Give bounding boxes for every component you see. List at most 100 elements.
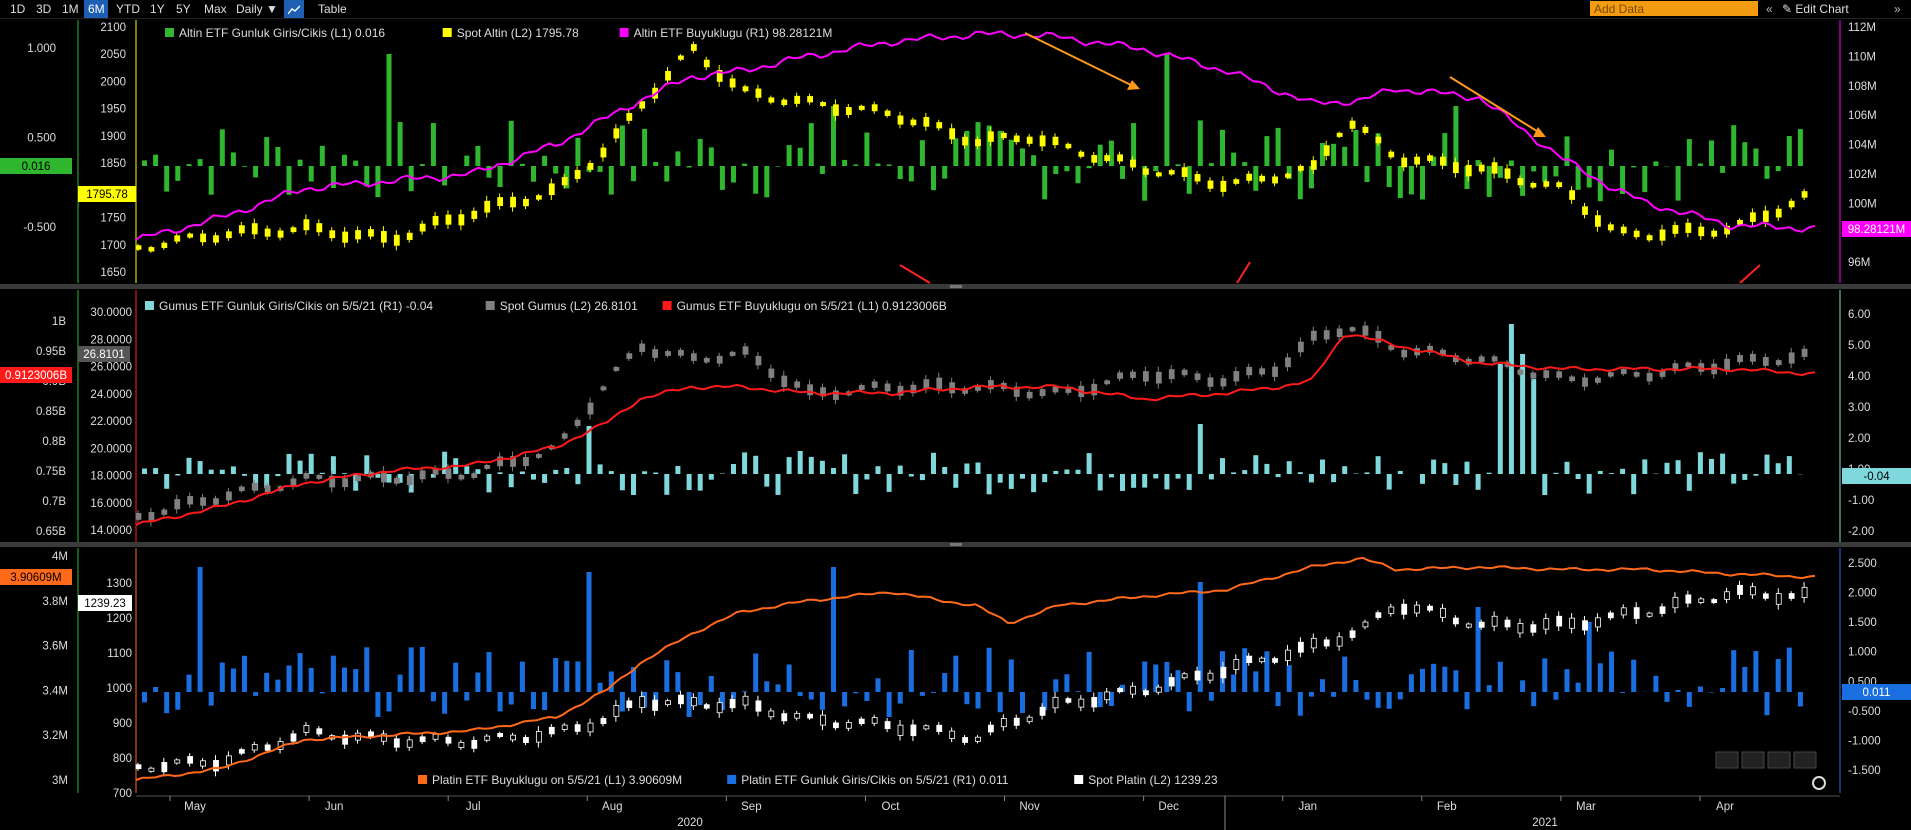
silver-flow-bar [297, 460, 303, 474]
gold-price-candle [962, 136, 968, 146]
resize-handle-icon [950, 543, 962, 546]
silver-flow-bar [675, 466, 681, 474]
gold-flow-bar [186, 164, 192, 166]
collapse-icon[interactable]: « [1766, 2, 1773, 16]
add-data-input[interactable] [1590, 1, 1758, 16]
legend-swatch [418, 775, 427, 784]
gold-price-tag: 1795.78 [86, 189, 128, 201]
plat-price-candle [833, 722, 839, 729]
silver-flow-bar [864, 474, 870, 480]
silver-flow-bar [164, 474, 170, 489]
etf-tick: 3.8M [42, 596, 68, 608]
gold-flow-bar [230, 152, 236, 166]
silver-flow-bar [1108, 474, 1114, 478]
plat-price-candle [1310, 637, 1317, 649]
plat-etf-tag: 3.90609M [10, 572, 61, 584]
silver-price-candle [665, 351, 671, 356]
silver-flow-bar [1375, 456, 1381, 474]
plat-price-candle [1711, 599, 1718, 603]
gold-flow-bar [664, 166, 670, 182]
silver-flow-bar [886, 474, 892, 492]
range-button-ytd[interactable]: YTD [116, 2, 140, 16]
plat-flow-bar [1442, 666, 1448, 692]
silver-flow-bar [208, 469, 214, 474]
silver-flow-bar [1275, 474, 1281, 478]
silver-flow-bar [1042, 474, 1048, 483]
plat-price-candle [226, 755, 232, 766]
gold-price-candle [497, 197, 504, 206]
plat-flow-bar [1553, 692, 1559, 700]
plat-flow-bar [1297, 692, 1303, 716]
chart-type-icon[interactable] [284, 0, 304, 18]
plat-price-candle [807, 713, 813, 719]
gold-flow-bar [475, 145, 481, 166]
right-tick: -1.500 [1848, 765, 1881, 777]
plat-flow-bar [1420, 668, 1425, 692]
gold-price-candle [1065, 143, 1072, 149]
range-button-1m[interactable]: 1M [62, 2, 79, 16]
silver-price-candle [1297, 341, 1304, 353]
gold-price-tag-bg [78, 186, 136, 202]
gold-price-candle [445, 214, 452, 225]
gold-price-candle [794, 95, 801, 104]
plat-price-candle [1233, 659, 1240, 670]
gold-price-candle [1427, 155, 1433, 161]
edit-chart-button[interactable]: ✎ Edit Chart [1778, 0, 1853, 18]
plat-flow-bar [553, 658, 559, 692]
flow-tick: -0.500 [23, 222, 56, 234]
range-button-1d[interactable]: 1D [10, 2, 26, 16]
silver-price-candle [1633, 372, 1640, 377]
silver-price-candle [742, 346, 749, 355]
plat-flow-bar [1697, 686, 1703, 692]
silver-flow-bar [242, 474, 247, 476]
plat-price-candle [1620, 607, 1627, 616]
range-button-3d[interactable]: 3D [36, 2, 52, 16]
period-dropdown[interactable]: Daily ▼ [236, 2, 278, 16]
plat-price-candle [1427, 605, 1433, 611]
table-button[interactable]: Table [318, 2, 347, 16]
plat-price-candle [1698, 598, 1705, 603]
plat-price-candle [1078, 698, 1085, 708]
silver-price-candle [419, 470, 426, 480]
silver-flow-bar [1508, 324, 1514, 474]
plat-etf-line [135, 556, 1816, 781]
gold-price-candle [820, 102, 826, 107]
gold-flow-bar [219, 129, 225, 166]
gold-flow-bar [753, 166, 759, 194]
gold-flow-bar [508, 120, 514, 166]
silver-price-candle [1801, 348, 1808, 357]
gold-flow-bar [1464, 166, 1470, 189]
plat-price-candle [1724, 591, 1730, 600]
gold-flow-bar [264, 137, 270, 166]
legend-entry: Gumus ETF Buyuklugu on 5/5/21 (L1) 0.912… [677, 299, 947, 313]
plat-price-candle [1000, 718, 1007, 728]
range-button-1y[interactable]: 1Y [150, 2, 165, 16]
range-button-6m[interactable]: 6M [84, 0, 108, 18]
plat-flow-bar [1664, 692, 1670, 702]
silver-flow-bar [842, 454, 848, 474]
gold-flow-bar [1609, 149, 1614, 166]
right-tick: 106M [1848, 110, 1877, 122]
silver-price-candle [1130, 371, 1136, 378]
silver-price-candle [678, 349, 684, 356]
right-tick: 108M [1848, 81, 1877, 93]
silver-price-candle [213, 498, 219, 505]
gold-flow-bar [619, 125, 625, 166]
gold-price-candle [574, 169, 581, 179]
trend-arrow-icon [1449, 76, 1541, 134]
more-icon[interactable]: » [1894, 2, 1901, 16]
plat-price-candle [174, 759, 181, 764]
silver-price-candle [1143, 371, 1149, 382]
silver-flow-bar [997, 474, 1003, 483]
range-button-5y[interactable]: 5Y [176, 2, 191, 16]
plat-price-candle [1220, 666, 1227, 679]
plat-flow-bar [508, 692, 514, 705]
gold-flow-bar [531, 166, 536, 182]
gold-flow-bar [1053, 166, 1059, 175]
plat-flow-bar [631, 667, 636, 692]
range-button-max[interactable]: Max [204, 2, 227, 16]
plat-price-candle [820, 714, 826, 726]
gold-flow-bar [1642, 166, 1648, 193]
silver-price-candle [1259, 368, 1266, 375]
silver-flow-bar [819, 460, 825, 474]
